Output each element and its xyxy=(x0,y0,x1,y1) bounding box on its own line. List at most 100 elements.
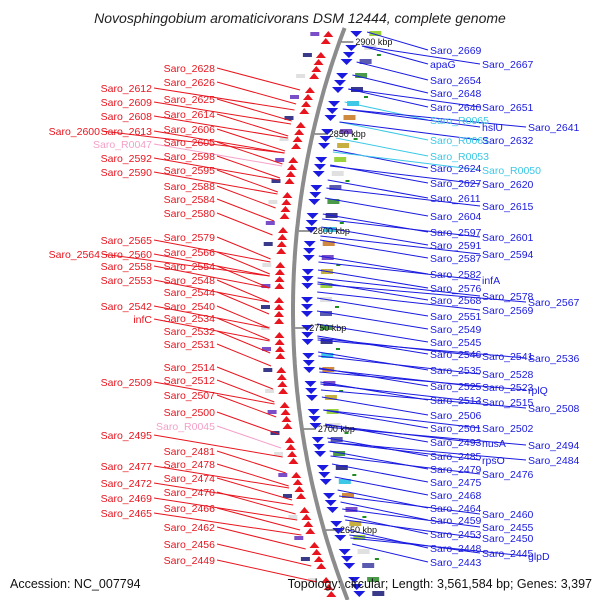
tick-mark xyxy=(344,432,349,434)
leader-line xyxy=(153,239,271,263)
forward-gene-arrow xyxy=(292,136,303,142)
feature-tile xyxy=(324,227,336,232)
feature-tile xyxy=(340,129,353,134)
scale-label: 2850 kbp xyxy=(329,129,366,139)
leader-line xyxy=(153,434,283,458)
leader-line xyxy=(153,279,270,303)
reverse-gene-arrow xyxy=(307,409,320,415)
gene-label: Saro_2667 xyxy=(482,59,534,71)
leader-line xyxy=(342,508,481,528)
gene-label: Saro_2578 xyxy=(482,291,534,303)
gene-label: Saro_2541 xyxy=(482,351,534,363)
reverse-gene-arrow xyxy=(301,325,314,331)
leader-line xyxy=(216,411,279,435)
feature-tile xyxy=(300,557,310,561)
forward-gene-arrow xyxy=(274,318,285,324)
feature-tile xyxy=(331,171,344,176)
feature-tile xyxy=(275,158,285,162)
reverse-gene-arrow xyxy=(301,332,314,338)
tick-mark xyxy=(353,138,358,140)
reverse-gene-arrow xyxy=(315,157,328,163)
gene-label: Saro_2448 xyxy=(430,543,482,555)
forward-gene-arrow xyxy=(284,178,295,184)
gene-label: Saro_2469 xyxy=(101,493,153,505)
reverse-gene-arrow xyxy=(324,115,337,121)
topology-label: Topology: circular; Length: 3,561,584 bp… xyxy=(288,577,592,591)
gene-label: Saro_2626 xyxy=(164,77,216,89)
forward-gene-arrow xyxy=(304,87,315,93)
leader-line xyxy=(216,169,278,193)
leader-line xyxy=(216,507,301,531)
feature-tile xyxy=(320,339,333,344)
leader-line xyxy=(153,171,278,195)
reverse-gene-arrow xyxy=(328,101,341,107)
leader-line xyxy=(216,128,286,152)
gene-label: Saro_2567 xyxy=(528,297,580,309)
leader-line xyxy=(350,537,527,557)
gene-label: Saro_2568 xyxy=(430,295,482,307)
leader-line xyxy=(216,212,273,236)
gene-labels: Saro_2628 Saro_2626 Saro_2625 Saro_2614 Saro… xyxy=(49,45,580,569)
reverse-gene-arrow xyxy=(342,52,355,58)
gene-label: Saro_2468 xyxy=(430,490,482,502)
leader-line xyxy=(322,218,481,238)
gene-label: Saro_2477 xyxy=(101,461,153,473)
gene-label: Saro_R0045 xyxy=(156,421,215,433)
reverse-gene-arrow xyxy=(301,304,314,310)
forward-gene-arrow xyxy=(278,388,289,394)
tick-mark xyxy=(364,96,368,98)
feature-tile xyxy=(308,578,318,582)
gene-label: Saro_2601 xyxy=(482,232,534,244)
feature-tile xyxy=(265,389,275,393)
feature-tile xyxy=(261,305,270,309)
gene-label: Saro_2587 xyxy=(430,253,482,265)
leader-line xyxy=(216,155,281,179)
forward-gene-arrow xyxy=(299,507,310,513)
leader-line xyxy=(320,383,481,403)
reverse-gene-arrow xyxy=(305,220,318,226)
leader-line xyxy=(321,396,429,416)
reverse-gene-arrow xyxy=(301,339,314,345)
gene-label: Saro_2588 xyxy=(164,181,216,193)
leader-line xyxy=(216,67,301,91)
forward-gene-arrow xyxy=(320,38,331,44)
forward-gene-arrow xyxy=(286,164,297,170)
gene-label: Saro_2625 xyxy=(164,94,216,106)
feature-tile xyxy=(288,515,298,519)
leader-line xyxy=(327,441,481,461)
reverse-gene-arrow xyxy=(314,451,327,457)
leader-line xyxy=(320,235,481,255)
leader-line xyxy=(344,101,429,121)
leader-line xyxy=(216,198,275,222)
reverse-gene-arrow xyxy=(316,465,329,471)
leader-line xyxy=(332,151,481,171)
feature-tile xyxy=(369,31,382,36)
feature-tile xyxy=(263,242,273,246)
gene-label: Saro_2648 xyxy=(430,88,482,100)
reverse-gene-arrow xyxy=(309,423,322,429)
scale-label: 2650 kbp xyxy=(340,525,377,535)
forward-gene-arrow xyxy=(316,563,327,569)
feature-tile xyxy=(349,521,362,526)
feature-tile xyxy=(283,494,292,498)
feature-tile xyxy=(267,410,277,414)
reverse-gene-arrow xyxy=(331,87,344,93)
gene-label: Saro_2640 xyxy=(430,102,482,114)
leader-line xyxy=(216,343,272,367)
reverse-gene-arrow xyxy=(308,416,321,422)
gene-label: Saro_2534 xyxy=(164,313,216,325)
forward-gene-arrow xyxy=(274,276,285,282)
gene-label: Saro_R0047 xyxy=(93,139,152,151)
feature-tile xyxy=(320,283,333,288)
gene-label: Saro_2590 xyxy=(101,167,153,179)
gene-label: Saro_2611 xyxy=(430,193,481,205)
leader-line xyxy=(153,253,270,277)
leader-line xyxy=(345,519,481,539)
gene-label: Saro_2591 xyxy=(430,240,482,252)
gene-label: apaG xyxy=(430,59,456,71)
gene-label: Saro_2514 xyxy=(164,362,216,374)
leader-line xyxy=(153,497,298,521)
leader-line xyxy=(349,534,481,554)
forward-gene-arrow xyxy=(275,262,286,268)
forward-gene-arrow xyxy=(274,346,285,352)
